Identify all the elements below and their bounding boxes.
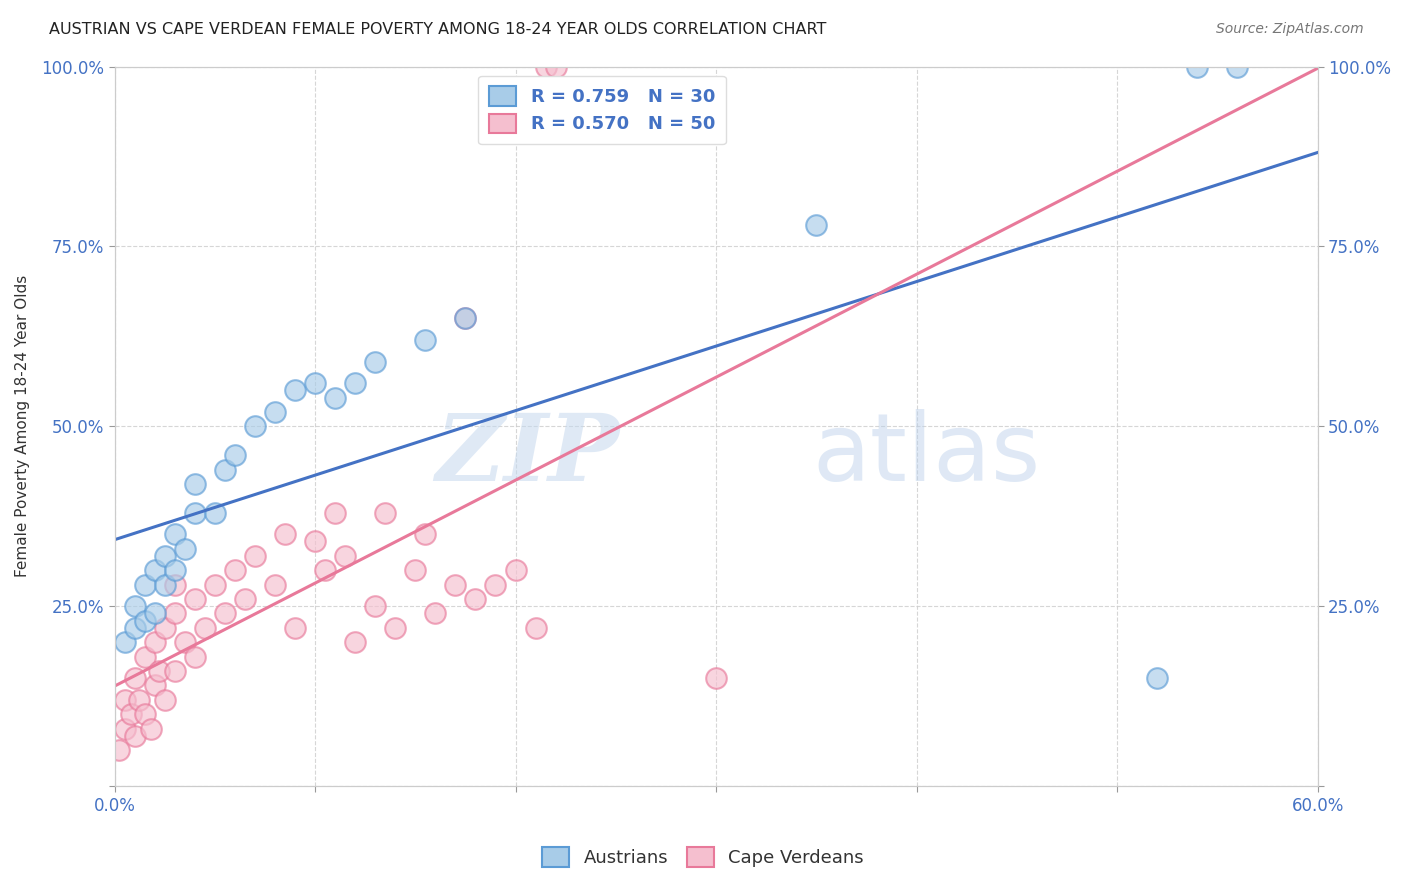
Point	[425, 607, 447, 621]
Point	[404, 563, 426, 577]
Point	[364, 354, 387, 368]
Text: AUSTRIAN VS CAPE VERDEAN FEMALE POVERTY AMONG 18-24 YEAR OLDS CORRELATION CHART: AUSTRIAN VS CAPE VERDEAN FEMALE POVERTY …	[49, 22, 827, 37]
Point	[415, 333, 437, 347]
Point	[134, 614, 156, 628]
Point	[1146, 671, 1168, 685]
Legend: Austrians, Cape Verdeans: Austrians, Cape Verdeans	[536, 839, 870, 874]
Point	[314, 563, 336, 577]
Point	[374, 506, 396, 520]
Point	[114, 722, 136, 736]
Point	[124, 621, 146, 635]
Point	[173, 635, 195, 649]
Point	[284, 621, 307, 635]
Point	[323, 506, 346, 520]
Point	[444, 577, 467, 591]
Point	[344, 635, 367, 649]
Point	[184, 649, 207, 664]
Point	[204, 577, 226, 591]
Point	[184, 477, 207, 491]
Point	[204, 506, 226, 520]
Point	[264, 577, 287, 591]
Point	[184, 506, 207, 520]
Point	[194, 621, 217, 635]
Point	[704, 671, 727, 685]
Point	[173, 541, 195, 556]
Point	[148, 664, 170, 678]
Point	[505, 563, 527, 577]
Point	[1187, 60, 1209, 74]
Point	[134, 649, 156, 664]
Point	[233, 592, 256, 607]
Point	[534, 60, 557, 74]
Point	[323, 391, 346, 405]
Point	[484, 577, 506, 591]
Point	[139, 722, 162, 736]
Point	[107, 743, 129, 757]
Point	[544, 60, 567, 74]
Point	[1226, 60, 1249, 74]
Point	[153, 693, 176, 707]
Point	[124, 599, 146, 614]
Point	[304, 534, 326, 549]
Point	[214, 462, 236, 476]
Point	[163, 664, 186, 678]
Point	[153, 577, 176, 591]
Point	[143, 563, 166, 577]
Point	[163, 563, 186, 577]
Point	[120, 707, 142, 722]
Point	[454, 311, 477, 326]
Point	[143, 678, 166, 692]
Point	[415, 527, 437, 541]
Point	[524, 621, 547, 635]
Point	[128, 693, 150, 707]
Point	[274, 527, 297, 541]
Point	[124, 671, 146, 685]
Point	[364, 599, 387, 614]
Point	[264, 405, 287, 419]
Text: atlas: atlas	[813, 409, 1040, 501]
Point	[163, 607, 186, 621]
Point	[124, 729, 146, 743]
Point	[384, 621, 406, 635]
Point	[114, 635, 136, 649]
Point	[143, 607, 166, 621]
Y-axis label: Female Poverty Among 18-24 Year Olds: Female Poverty Among 18-24 Year Olds	[15, 276, 30, 577]
Point	[304, 376, 326, 391]
Point	[333, 549, 356, 563]
Point	[243, 419, 266, 434]
Point	[134, 577, 156, 591]
Text: Source: ZipAtlas.com: Source: ZipAtlas.com	[1216, 22, 1364, 37]
Point	[143, 635, 166, 649]
Point	[153, 621, 176, 635]
Point	[464, 592, 486, 607]
Point	[224, 448, 246, 462]
Point	[153, 549, 176, 563]
Point	[163, 527, 186, 541]
Point	[184, 592, 207, 607]
Point	[114, 693, 136, 707]
Point	[224, 563, 246, 577]
Point	[806, 218, 828, 232]
Legend: R = 0.759   N = 30, R = 0.570   N = 50: R = 0.759 N = 30, R = 0.570 N = 50	[478, 76, 725, 145]
Point	[344, 376, 367, 391]
Point	[284, 384, 307, 398]
Point	[243, 549, 266, 563]
Point	[454, 311, 477, 326]
Point	[163, 577, 186, 591]
Point	[214, 607, 236, 621]
Text: ZIP: ZIP	[436, 410, 620, 500]
Point	[134, 707, 156, 722]
